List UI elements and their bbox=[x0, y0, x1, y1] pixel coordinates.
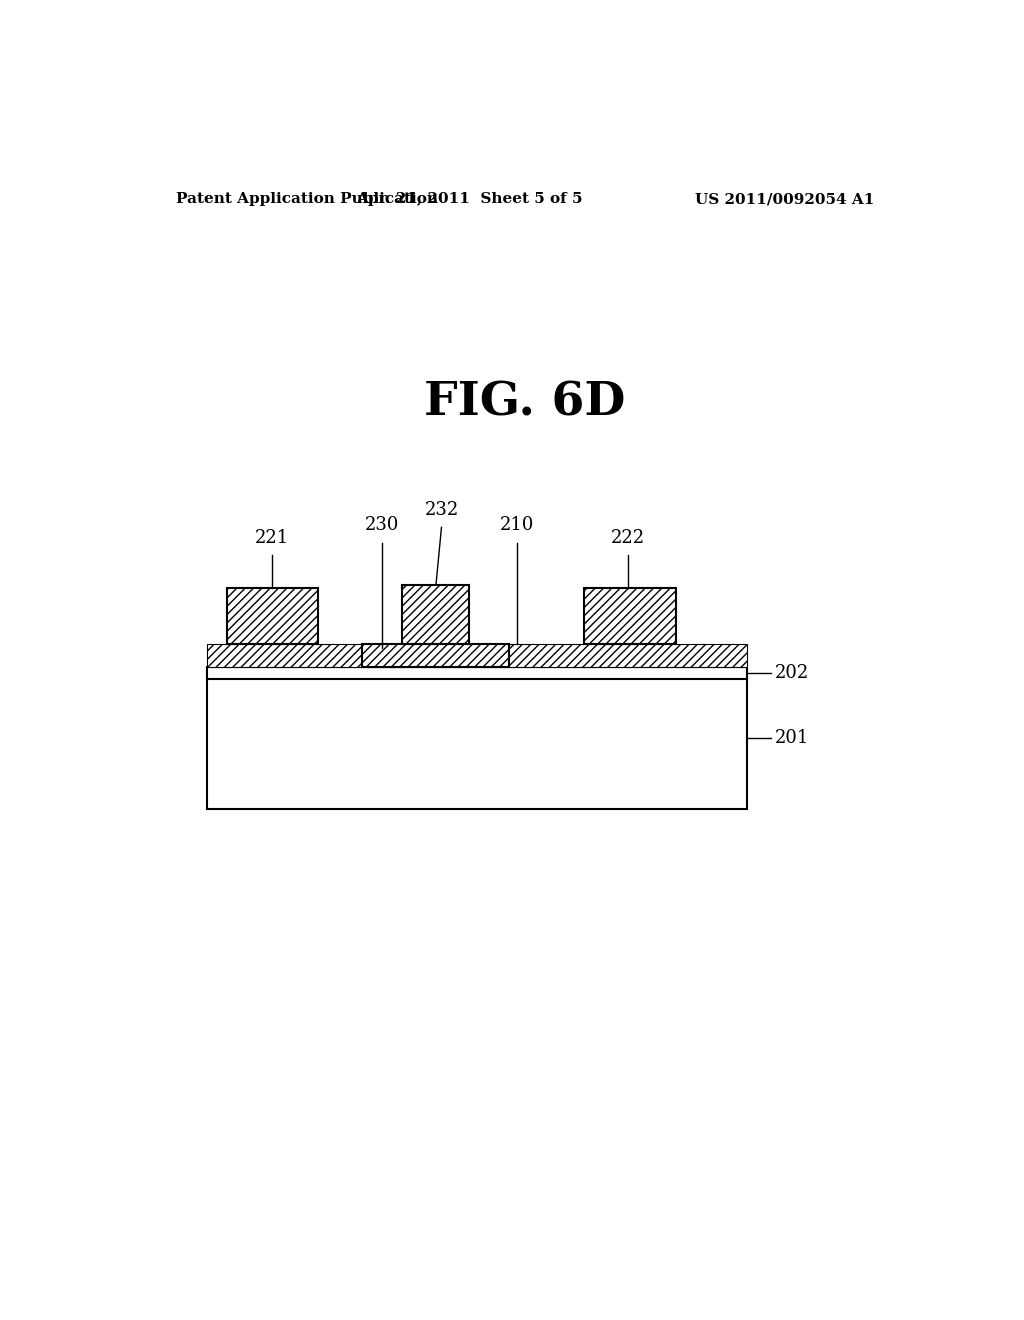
Text: Apr. 21, 2011  Sheet 5 of 5: Apr. 21, 2011 Sheet 5 of 5 bbox=[356, 191, 583, 206]
Bar bbox=[227, 589, 318, 644]
Bar bbox=[585, 589, 676, 644]
Text: 210: 210 bbox=[500, 516, 535, 535]
Bar bbox=[401, 585, 469, 644]
Text: 222: 222 bbox=[611, 529, 645, 546]
Text: 202: 202 bbox=[775, 664, 809, 681]
Text: FIG. 6D: FIG. 6D bbox=[424, 379, 626, 425]
Text: Patent Application Publication: Patent Application Publication bbox=[176, 191, 437, 206]
Bar bbox=[362, 644, 509, 667]
Text: 201: 201 bbox=[775, 729, 809, 747]
Text: US 2011/0092054 A1: US 2011/0092054 A1 bbox=[694, 191, 873, 206]
Bar bbox=[207, 644, 748, 667]
Text: 230: 230 bbox=[365, 516, 399, 535]
Bar bbox=[207, 667, 748, 678]
Text: 232: 232 bbox=[424, 502, 459, 519]
Text: 221: 221 bbox=[255, 529, 290, 546]
Bar bbox=[207, 677, 748, 809]
